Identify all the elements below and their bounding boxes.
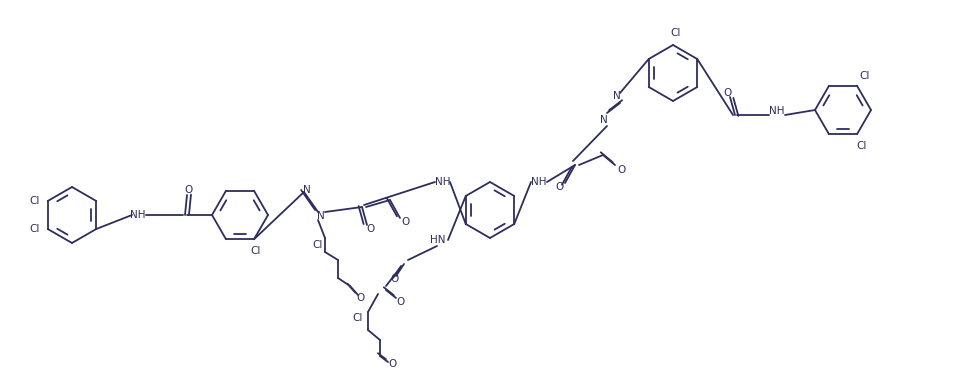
Text: N: N — [303, 185, 311, 195]
Text: N: N — [600, 115, 608, 125]
Text: O: O — [617, 165, 625, 175]
Text: NH: NH — [531, 177, 547, 187]
Text: Cl: Cl — [860, 71, 870, 81]
Text: Cl: Cl — [30, 196, 40, 206]
Text: NH: NH — [435, 177, 451, 187]
Text: O: O — [184, 185, 192, 195]
Text: O: O — [396, 297, 404, 307]
Text: NH: NH — [130, 210, 146, 220]
Text: Cl: Cl — [353, 313, 363, 323]
Text: O: O — [401, 217, 409, 227]
Text: Cl: Cl — [856, 141, 867, 151]
Text: Cl: Cl — [313, 240, 323, 250]
Text: O: O — [556, 182, 564, 192]
Text: O: O — [723, 88, 731, 98]
Text: O: O — [366, 224, 374, 234]
Text: N: N — [613, 91, 620, 101]
Text: Cl: Cl — [30, 224, 40, 234]
Text: N: N — [317, 211, 325, 221]
Text: Cl: Cl — [251, 246, 261, 256]
Text: Cl: Cl — [670, 28, 681, 38]
Text: NH: NH — [769, 106, 784, 116]
Text: O: O — [356, 293, 364, 303]
Text: O: O — [390, 274, 398, 284]
Text: O: O — [387, 359, 396, 369]
Text: HN: HN — [431, 235, 446, 245]
